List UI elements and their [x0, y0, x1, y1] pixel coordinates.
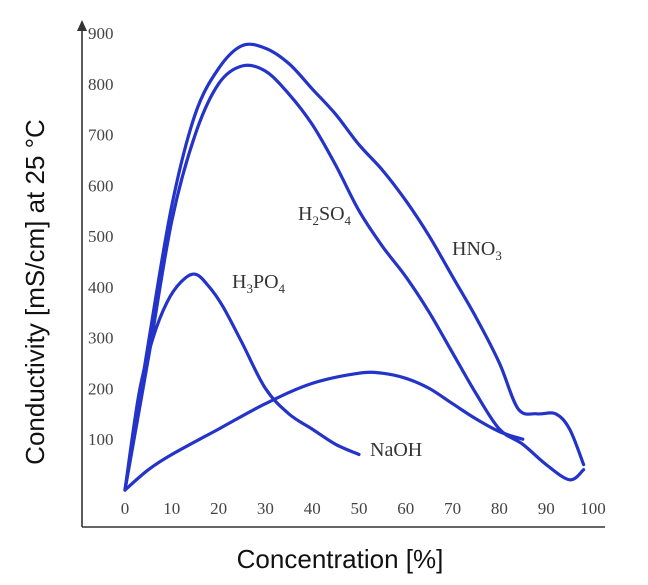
y-tick-label: 600	[88, 176, 114, 195]
x-tick-label: 30	[257, 499, 274, 518]
formula-text: PO	[253, 271, 279, 293]
x-axis-title: Concentration [%]	[237, 544, 444, 574]
formula-subscript: 4	[345, 213, 352, 228]
y-tick-label: 400	[88, 278, 114, 297]
x-tick-label: 40	[304, 499, 321, 518]
y-tick-label: 700	[88, 126, 114, 145]
x-tick-label: 0	[121, 499, 130, 518]
y-tick-label: 100	[88, 430, 114, 449]
y-tick-label: 900	[88, 24, 114, 43]
x-tick-label: 90	[538, 499, 555, 518]
formula-text: H	[298, 203, 312, 225]
formula-text: HNO	[452, 238, 495, 260]
x-tick-labels: 0 10 20 30 40 50 60 70 80 90 100	[121, 499, 606, 518]
formula-subscript: 4	[279, 281, 286, 296]
axes	[77, 20, 605, 528]
series-lines	[123, 42, 586, 492]
series-label-hno3: HNO3	[452, 238, 502, 263]
y-tick-label: 800	[88, 75, 114, 94]
y-tick-label: 500	[88, 227, 114, 246]
series-line-hno3	[123, 42, 586, 492]
formula-text: H	[232, 271, 246, 293]
x-tick-label: 70	[444, 499, 461, 518]
x-tick-label: 80	[491, 499, 508, 518]
series-label-naoh: NaOH	[370, 439, 422, 461]
y-tick-label: 300	[88, 329, 114, 348]
formula-subscript: 2	[312, 213, 319, 228]
y-axis-title: Conductivity [mS/cm] at 25 °C	[20, 119, 50, 465]
x-tick-label: 20	[210, 499, 227, 518]
series-label-h3po4: H3PO4	[232, 271, 286, 296]
formula-text: SO	[319, 203, 345, 225]
series-label-h2so4: H2SO4	[298, 203, 352, 228]
x-tick-label: 60	[397, 499, 414, 518]
series-line-h2so4	[123, 63, 586, 492]
x-tick-label: 10	[163, 499, 180, 518]
formula-subscript: 3	[495, 248, 502, 263]
x-tick-label: 50	[351, 499, 368, 518]
series-line-h3po4	[123, 272, 361, 492]
formula-text: NaOH	[370, 439, 422, 461]
formula-subscript: 3	[246, 281, 253, 296]
y-axis-arrow	[77, 20, 87, 31]
y-tick-labels: 100 200 300 400 500 600 700 800 900	[88, 24, 114, 449]
y-tick-label: 200	[88, 379, 114, 398]
x-tick-label: 100	[580, 499, 606, 518]
series-line-naoh	[123, 370, 525, 492]
